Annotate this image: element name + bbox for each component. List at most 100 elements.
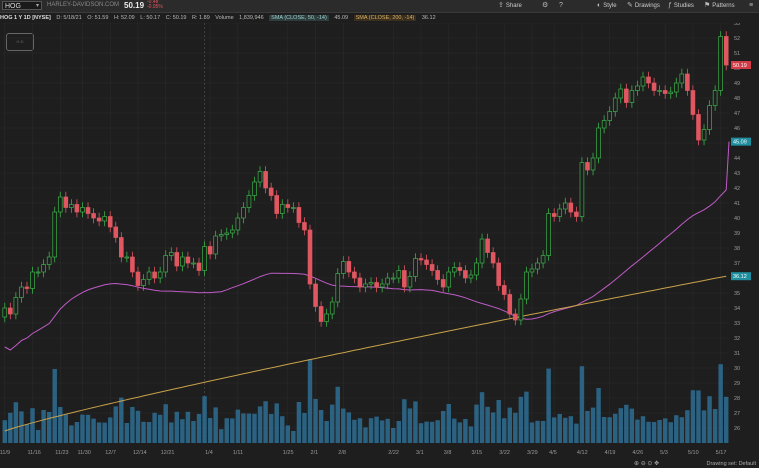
candle-body: [363, 283, 368, 288]
volume-bar: [368, 418, 374, 443]
volume-bar: [662, 418, 668, 443]
volume-bar: [429, 421, 435, 443]
sma200-line: [4, 275, 727, 432]
symbol-input[interactable]: HOG ▾: [2, 1, 42, 10]
candle-body: [501, 285, 507, 295]
candle-body: [607, 111, 612, 121]
sma200-label: SMA (CLOSE, 200, -14): [353, 15, 417, 21]
volume-bar: [296, 402, 302, 443]
volume-bar: [41, 410, 46, 443]
volume-bar: [285, 425, 291, 443]
candle-body: [52, 211, 58, 258]
settings-button[interactable]: ⚙: [542, 1, 550, 11]
volume-bar: [346, 412, 352, 443]
candle-body: [524, 271, 529, 300]
price-tick-label: 30: [734, 366, 740, 372]
zoom-in-icon[interactable]: ⊕: [634, 461, 640, 467]
volume-bar: [596, 388, 601, 443]
studies-button[interactable]: ƒ Studies: [668, 2, 694, 9]
last-price: 50.19: [124, 1, 145, 10]
pan-icon[interactable]: ✥: [654, 461, 660, 467]
candle-body: [629, 90, 635, 103]
volume-bar: [152, 412, 157, 443]
candle-body: [357, 277, 363, 288]
time-tick-label: 5/10: [688, 450, 699, 456]
candle-body: [30, 271, 35, 289]
volume-bar: [74, 422, 80, 443]
price-tick-label: 43: [734, 171, 740, 177]
candle-body: [635, 85, 640, 91]
candle-body: [218, 234, 224, 237]
candle-body: [85, 207, 91, 214]
candle-body: [180, 256, 185, 267]
candle-body: [196, 262, 202, 271]
volume-bar: [551, 417, 557, 443]
candle-body: [557, 208, 563, 217]
price-tick-label: 29: [734, 381, 740, 387]
sma200-value: 36.12: [421, 15, 436, 21]
last-badge-label: 50.19: [733, 63, 747, 69]
price-tick-label: 32: [734, 336, 740, 342]
volume-bar: [707, 396, 712, 443]
studies-icon: ƒ: [668, 2, 672, 9]
share-button[interactable]: ⇪ Share: [498, 2, 522, 9]
candle-body: [191, 262, 196, 265]
volume-bar: [557, 414, 562, 443]
candle-body: [585, 162, 590, 171]
candle-body: [540, 255, 546, 264]
candle-body: [119, 237, 124, 258]
volume-label: Volume: [215, 15, 234, 21]
sma50-value: 45.09: [334, 15, 349, 21]
price-tick-label: 47: [734, 111, 740, 117]
candle-body: [74, 204, 80, 213]
volume-bar: [180, 419, 185, 443]
chart-title: HOG 1 Y 1D [NYSE]: [0, 15, 51, 21]
volume-bar: [540, 421, 546, 443]
help-button[interactable]: ?: [559, 1, 565, 11]
volume-bar: [618, 408, 624, 443]
volume-bar: [85, 414, 91, 443]
volume-bar: [335, 386, 340, 443]
volume-bar: [724, 396, 729, 443]
candle-body: [329, 301, 335, 315]
volume-bar: [24, 424, 30, 443]
candle-body: [596, 127, 601, 159]
candle-body: [418, 258, 424, 261]
style-button[interactable]: ◐ Style: [597, 2, 617, 9]
sma200-badge-label: 36.12: [733, 274, 747, 280]
volume-bar: [474, 404, 479, 443]
volume-bar: [80, 414, 85, 443]
volume-bar: [113, 406, 118, 443]
drawings-button[interactable]: ✎ Drawings: [627, 2, 660, 9]
candle-body: [507, 294, 513, 315]
chevron-down-icon[interactable]: ▾: [35, 3, 39, 9]
patterns-button[interactable]: ⚑ Patterns: [704, 2, 735, 9]
time-tick-label: 2/22: [388, 450, 399, 456]
time-tick-label: 2/1: [311, 450, 319, 456]
volume-bar: [58, 407, 63, 443]
candle-body: [130, 256, 135, 273]
volume-bar: [185, 411, 191, 443]
volume-bar: [30, 408, 35, 443]
volume-bar: [579, 366, 585, 443]
price-tick-label: 34: [734, 306, 740, 312]
volume-bar: [496, 400, 501, 443]
volume-bar: [341, 408, 346, 443]
volume-bar: [213, 407, 218, 443]
volume-bar: [668, 422, 673, 443]
candle-body: [296, 207, 302, 223]
volume-bar: [46, 412, 52, 443]
volume-value: 1,839,946: [239, 15, 264, 21]
volume-bar: [246, 413, 252, 443]
candle-body: [107, 216, 113, 228]
candle-body: [651, 82, 657, 91]
candle-body: [624, 88, 629, 103]
zoom-out-icon[interactable]: ⊖: [640, 461, 646, 467]
volume-bar: [224, 418, 229, 443]
info-date: D: 5/18/21: [56, 15, 82, 21]
more-button[interactable]: ≡: [749, 1, 755, 11]
time-tick-label: 4/12: [577, 450, 588, 456]
price-chart[interactable]: 5352515049484746454443424140393837363534…: [0, 23, 759, 457]
candle-body: [69, 204, 74, 208]
zoom-fit-icon[interactable]: ⊙: [647, 461, 653, 467]
